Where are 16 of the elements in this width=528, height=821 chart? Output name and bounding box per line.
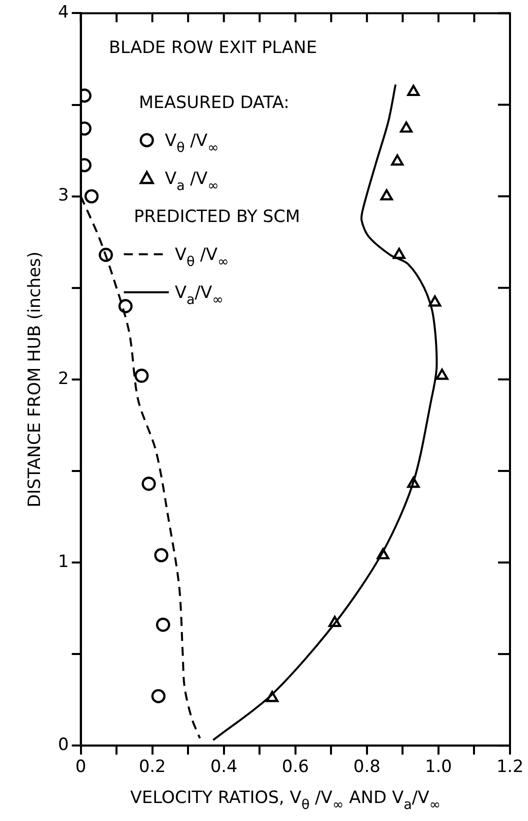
x-tick-label: 1.2 <box>496 757 524 778</box>
y-tick-label: 2 <box>58 368 69 389</box>
x-tick-label: 1.0 <box>424 757 452 778</box>
annotation: MEASURED DATA: <box>138 93 290 114</box>
y-tick-label: 4 <box>58 2 69 23</box>
y-axis-title: DISTANCE FROM HUB (inches) <box>25 251 45 508</box>
y-tick-label: 1 <box>58 552 69 572</box>
x-tick-label: 0 <box>75 757 86 778</box>
y-tick-label: 0 <box>58 735 69 756</box>
x-tick-label: 0.8 <box>353 757 380 778</box>
x-tick-label: 0.4 <box>210 757 238 778</box>
annotation: PREDICTED BY SCM <box>134 207 300 228</box>
x-tick-label: 0.6 <box>282 757 309 778</box>
x-tick-label: 0.2 <box>138 757 166 778</box>
text: BLADE ROW EXIT PLANE <box>108 38 318 58</box>
y-tick-label: 3 <box>58 186 69 206</box>
